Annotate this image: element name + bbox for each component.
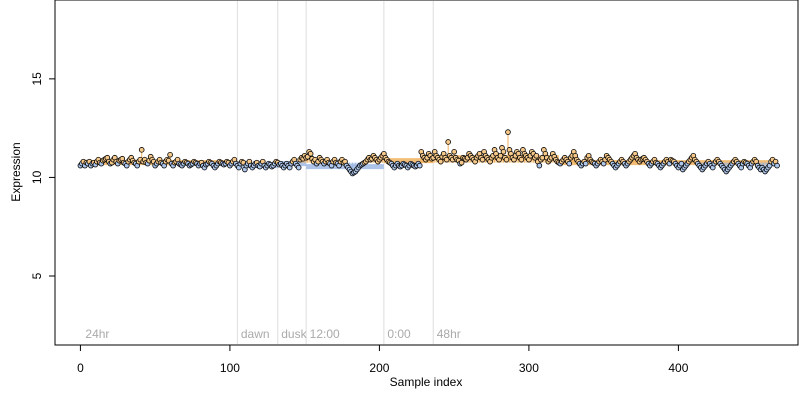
group-label: dawn (241, 327, 270, 341)
data-point (437, 158, 444, 165)
y-tick-label: 10 (30, 170, 44, 184)
data-point (479, 156, 486, 163)
group-label: 24hr (85, 327, 109, 341)
data-point (500, 149, 507, 155)
x-tick-label: 0 (77, 361, 84, 375)
group-label: 48hr (437, 327, 461, 341)
y-axis: 5 10 15 (30, 72, 56, 279)
group-labels: 24hr dawn dusk 12:00 0:00 48hr (85, 327, 460, 341)
x-axis-title: Sample index (390, 375, 463, 389)
data-point (451, 149, 457, 155)
x-tick-label: 300 (519, 361, 539, 375)
data-point (416, 162, 423, 169)
data-point (533, 152, 540, 159)
x-tick-label: 100 (220, 361, 240, 375)
plot-frame (54, 0, 799, 346)
group-label: 0:00 (387, 327, 411, 341)
data-point (445, 139, 451, 145)
data-point (678, 160, 685, 167)
data-point (774, 162, 780, 169)
data-point (497, 152, 504, 159)
y-axis-title: Expression (9, 142, 23, 201)
x-tick-label: 400 (668, 361, 688, 375)
data-point (536, 162, 543, 169)
data-points (77, 129, 780, 177)
data-point (307, 150, 314, 157)
y-tick-label: 5 (30, 272, 44, 279)
data-point (505, 129, 511, 135)
group-dividers (236, 1, 434, 344)
data-point (518, 156, 525, 163)
y-tick-label: 15 (30, 72, 44, 86)
data-point (167, 151, 173, 158)
x-tick-label: 200 (369, 361, 389, 375)
data-point (458, 159, 465, 166)
data-point (443, 156, 450, 163)
group-label: dusk (281, 327, 307, 341)
x-axis: 0 100 200 300 400 (77, 344, 689, 375)
data-point (566, 160, 573, 167)
data-point (582, 160, 589, 167)
data-point (295, 164, 302, 171)
data-point (138, 147, 145, 153)
data-point (503, 156, 510, 163)
group-label: 12:00 (310, 327, 340, 341)
